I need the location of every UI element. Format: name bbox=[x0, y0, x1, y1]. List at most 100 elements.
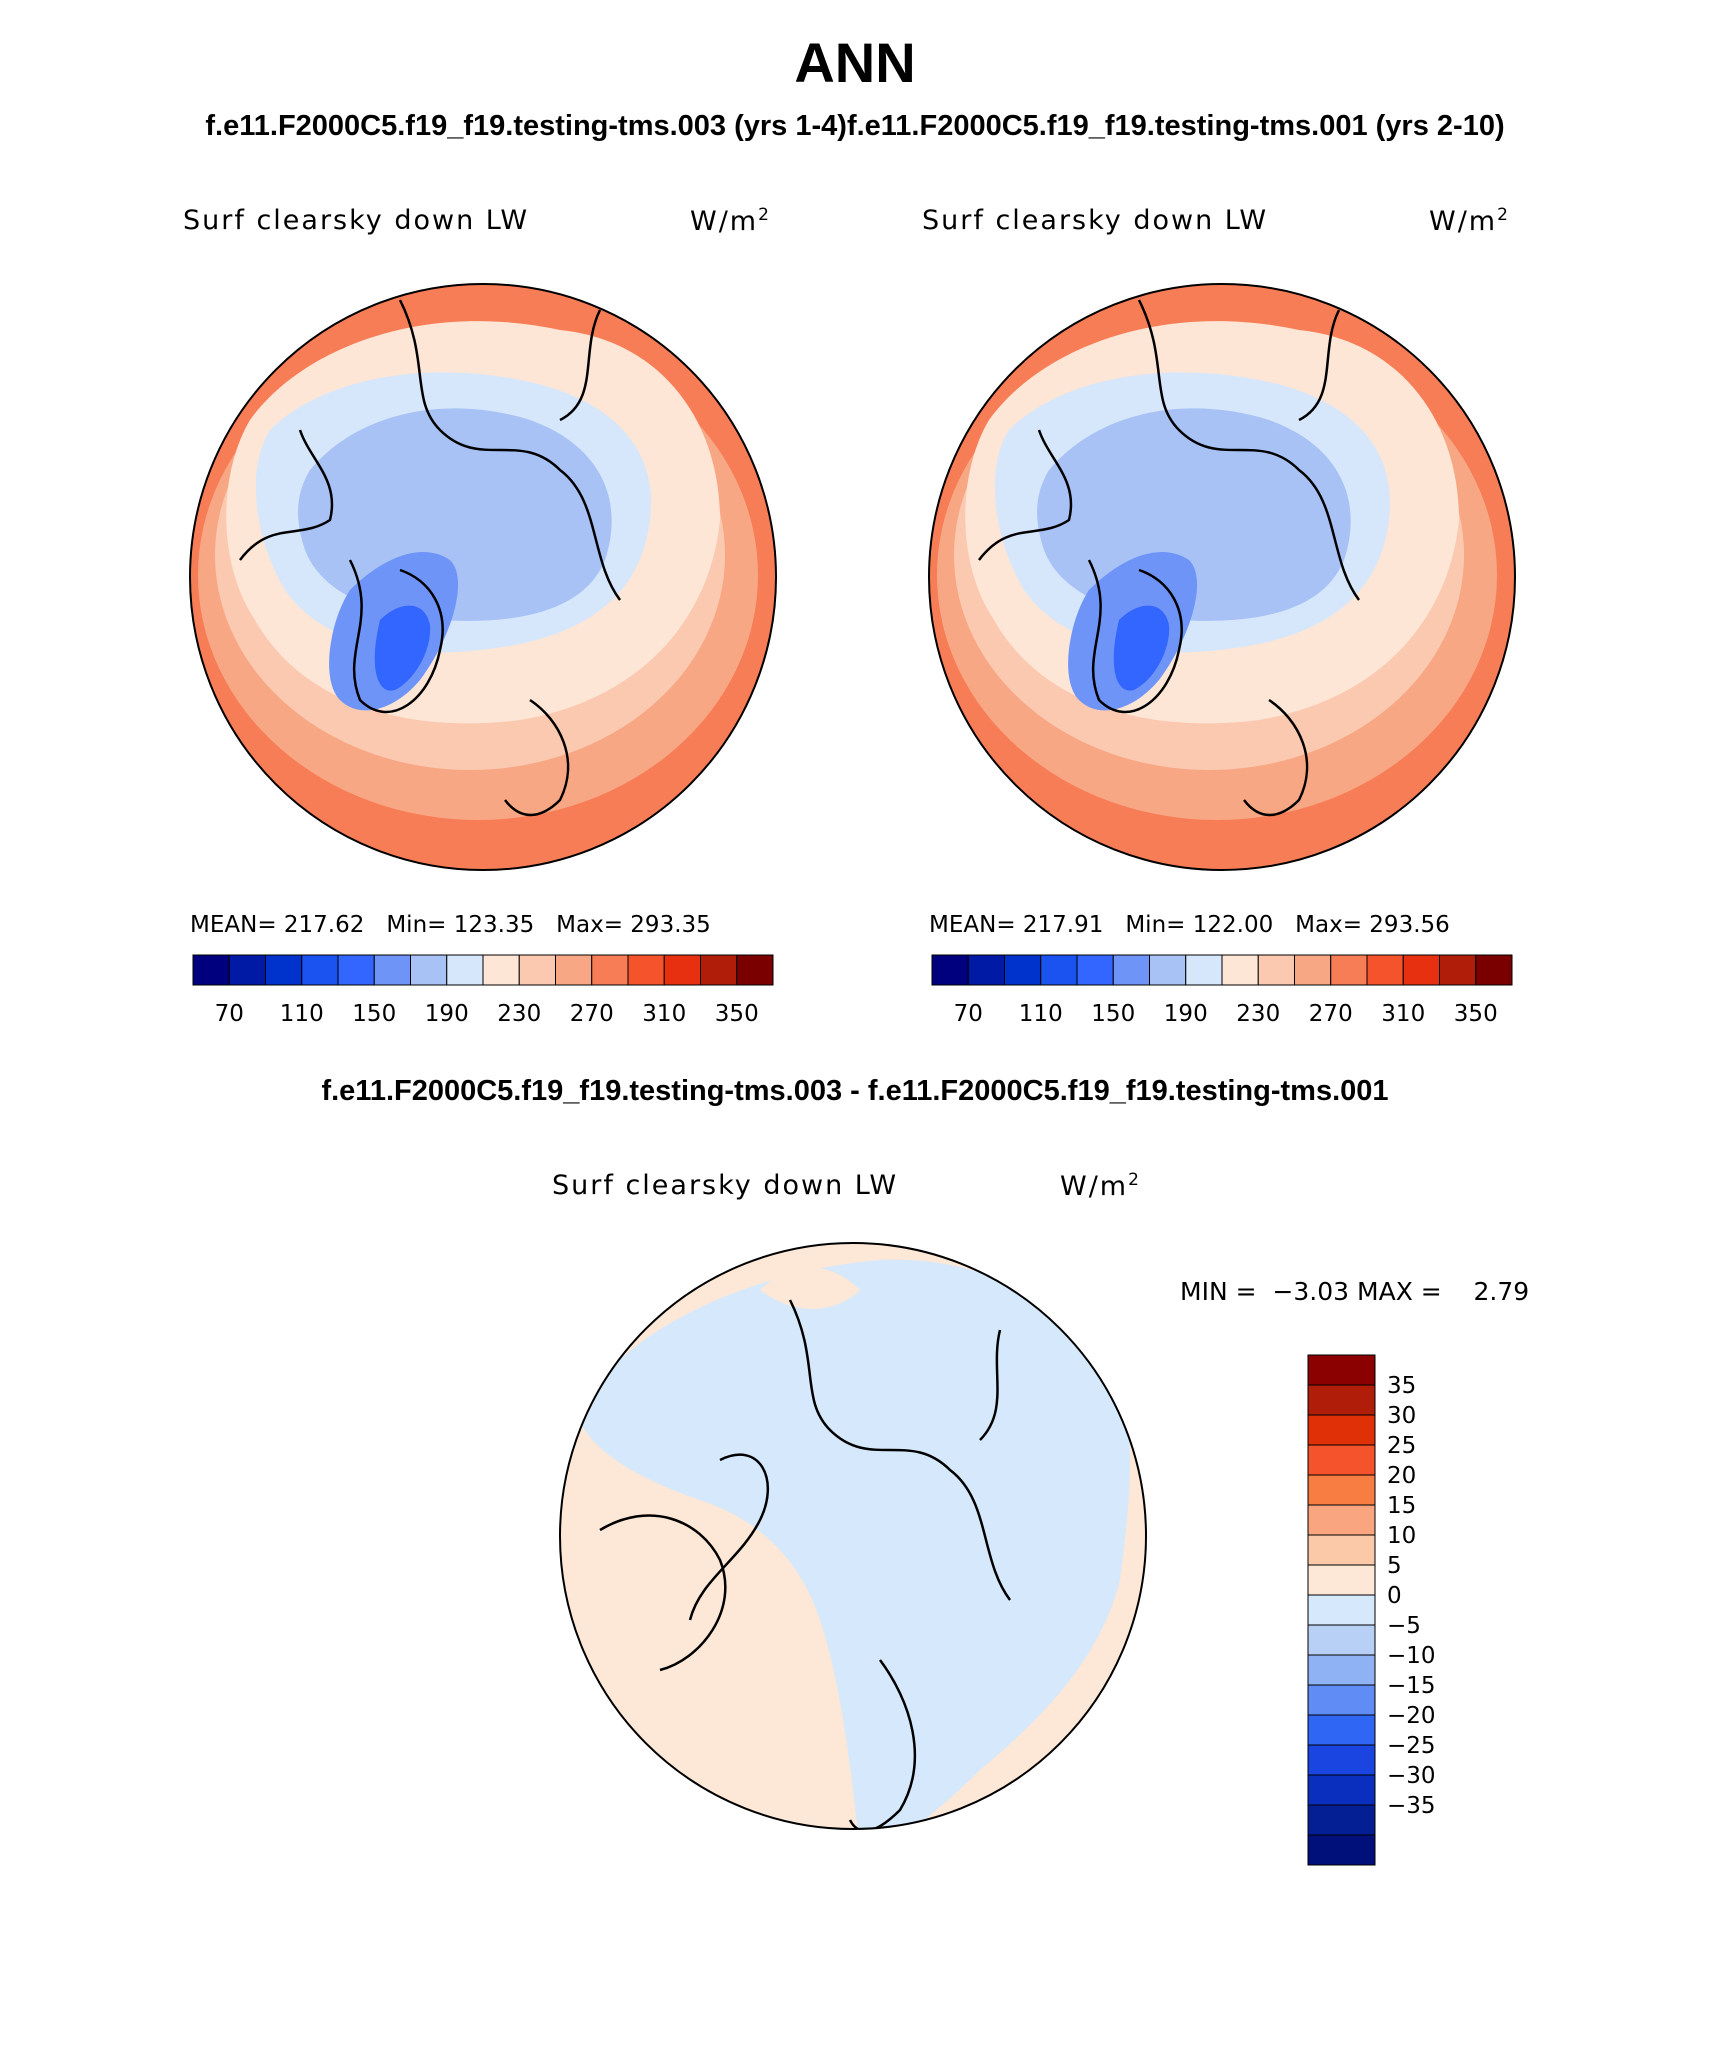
panel2-colorbar-tick-label: 190 bbox=[1164, 1001, 1208, 1027]
panel2-mean: 217.91 bbox=[1022, 912, 1104, 938]
panel1-colorbar-swatch bbox=[518, 954, 556, 986]
diff-legend-swatch bbox=[1307, 1534, 1376, 1566]
panel2-colorbar-swatch bbox=[1185, 954, 1223, 986]
panel1-min-label: Min= bbox=[386, 912, 447, 938]
diff-legend-swatch bbox=[1307, 1504, 1376, 1536]
panel2-colorbar-swatch bbox=[1257, 954, 1295, 986]
panel1-colorbar-swatch bbox=[337, 954, 375, 986]
panel2-max: 293.56 bbox=[1369, 912, 1450, 938]
diff-min: −3.03 bbox=[1272, 1277, 1350, 1306]
diff-units: W/m2 bbox=[1060, 1170, 1141, 1202]
case-title-left: f.e11.F2000C5.f19_f19.testing-tms.003 (y… bbox=[205, 110, 847, 142]
panel1-variable: Surf clearsky down LW bbox=[183, 205, 530, 236]
panel1-colorbar-tick-label: 350 bbox=[715, 1001, 759, 1027]
panel1-max-label: Max= bbox=[556, 912, 623, 938]
panel1-colorbar-swatch bbox=[555, 954, 593, 986]
panel2-cold-2 bbox=[1037, 408, 1351, 621]
top-maps: 70 110 150 190 230 270 310 350 70 110 150 190 230 27… bbox=[189, 283, 1516, 1027]
diff-legend-swatch bbox=[1307, 1414, 1376, 1446]
diff-legend-swatch bbox=[1307, 1594, 1376, 1626]
panel2-colorbar-swatch bbox=[967, 954, 1005, 986]
diff-legend-swatch bbox=[1307, 1384, 1376, 1416]
panel1-colorbar-tick-label: 270 bbox=[570, 1001, 614, 1027]
panel1-max: 293.35 bbox=[630, 912, 711, 938]
panel1-units-base: W/m bbox=[690, 206, 759, 237]
panel2-colorbar-swatch bbox=[1330, 954, 1368, 986]
diff-map-area: 35 30 25 20 15 10 5 0 −5 −10 −15 −20 −25 −30 −35 bbox=[559, 1242, 1436, 1866]
diff-legend-label: 30 bbox=[1387, 1403, 1416, 1429]
diff-legend-swatch bbox=[1307, 1354, 1376, 1386]
panel2-colorbar-swatch bbox=[1439, 954, 1477, 986]
diff-legend-swatch bbox=[1307, 1834, 1376, 1866]
panel2-stats: MEAN= 217.91 Min= 122.00 Max= 293.56 bbox=[929, 912, 1450, 938]
panel2-colorbar-swatch bbox=[1112, 954, 1150, 986]
diff-legend-swatch bbox=[1307, 1684, 1376, 1716]
panel2-colorbar-swatch bbox=[1294, 954, 1332, 986]
panel2-colorbar-tick-label: 310 bbox=[1381, 1001, 1425, 1027]
case-title-right: f.e11.F2000C5.f19_f19.testing-tms.001 (y… bbox=[846, 110, 1505, 142]
diff-legend-swatch bbox=[1307, 1804, 1376, 1836]
panel1-colorbar-tick-label: 190 bbox=[425, 1001, 469, 1027]
diff-legend-label: 0 bbox=[1387, 1583, 1402, 1609]
panel2-units: W/m2 bbox=[1429, 205, 1510, 237]
panel2-colorbar-tick-label: 70 bbox=[954, 1001, 983, 1027]
panel2-colorbar-tick-label: 110 bbox=[1019, 1001, 1063, 1027]
panel2-max-label: Max= bbox=[1295, 912, 1362, 938]
panel2-colorbar-swatch bbox=[1004, 954, 1042, 986]
diff-legend-label: 5 bbox=[1387, 1553, 1402, 1579]
panel1-units: W/m2 bbox=[690, 205, 771, 237]
panel1-colorbar-swatch bbox=[265, 954, 303, 986]
diff-minmax: MIN = −3.03 MAX = 2.79 bbox=[1180, 1277, 1529, 1306]
diff-legend-label: −30 bbox=[1387, 1763, 1436, 1789]
diff-legend-swatch bbox=[1307, 1624, 1376, 1656]
diff-max-label: MAX = bbox=[1357, 1277, 1442, 1306]
panel2-colorbar-tick-label: 230 bbox=[1236, 1001, 1280, 1027]
panel1-coastlines bbox=[239, 299, 622, 817]
panel1-colorbar-swatch bbox=[591, 954, 629, 986]
panel1-units-exp: 2 bbox=[758, 205, 771, 225]
diff-legend-swatch bbox=[1307, 1444, 1376, 1476]
panel2-min: 122.00 bbox=[1192, 912, 1274, 938]
panel2-colorbar-tick-label: 350 bbox=[1454, 1001, 1498, 1027]
diff-legend-label: −35 bbox=[1387, 1793, 1436, 1819]
diff-variable: Surf clearsky down LW bbox=[552, 1170, 899, 1201]
panel1-colorbar-tick-label: 110 bbox=[280, 1001, 324, 1027]
panel2-colorbar-swatch bbox=[1402, 954, 1440, 986]
diff-legend-label: −10 bbox=[1387, 1643, 1436, 1669]
panel1-colorbar-swatch bbox=[410, 954, 448, 986]
panel1-colorbar-swatch bbox=[482, 954, 520, 986]
panel1-cold-4 bbox=[374, 605, 431, 691]
diff-legend-swatch bbox=[1307, 1774, 1376, 1806]
panel1-mean: 217.62 bbox=[283, 912, 365, 938]
panel1-colorbar-swatch bbox=[228, 954, 266, 986]
panel1-mean-label: MEAN= bbox=[190, 912, 277, 938]
panel1-stats: MEAN= 217.62 Min= 123.35 Max= 293.35 bbox=[190, 912, 711, 938]
diff-map-border bbox=[559, 1242, 1147, 1830]
diff-legend-label: −5 bbox=[1387, 1613, 1421, 1639]
panel1-colorbar-swatch bbox=[663, 954, 701, 986]
diff-coastlines bbox=[599, 1299, 1012, 1829]
panel2-colorbar-swatch bbox=[931, 954, 969, 986]
panel1-colorbar-swatch bbox=[192, 954, 230, 986]
panel1-colorbar-swatch bbox=[736, 954, 774, 986]
case-titles: f.e11.F2000C5.f19_f19.testing-tms.003 (y… bbox=[0, 110, 1710, 143]
panel2-colorbar-swatch bbox=[1076, 954, 1114, 986]
panel2-colorbar-swatch bbox=[1366, 954, 1404, 986]
diff-legend-label: 15 bbox=[1387, 1493, 1416, 1519]
diff-units-base: W/m bbox=[1060, 1171, 1129, 1202]
diff-legend-swatch bbox=[1307, 1654, 1376, 1686]
diff-map bbox=[560, 1243, 1146, 1829]
panel1-colorbar-swatch bbox=[627, 954, 665, 986]
panel1-colorbar-tick-label: 70 bbox=[215, 1001, 244, 1027]
panel2-units-base: W/m bbox=[1429, 206, 1498, 237]
panel1-colorbar-tick-label: 150 bbox=[352, 1001, 396, 1027]
panel2-colorbar: 70 110 150 190 230 270 310 350 bbox=[931, 954, 1513, 1027]
panel2-mean-label: MEAN= bbox=[929, 912, 1016, 938]
panel1-colorbar-tick-label: 230 bbox=[497, 1001, 541, 1027]
panel2-colorbar-tick-label: 150 bbox=[1091, 1001, 1135, 1027]
page-title: ANN bbox=[794, 31, 916, 94]
panel2-cold-4 bbox=[1113, 605, 1170, 691]
panel1-colorbar-swatch bbox=[700, 954, 738, 986]
diff-legend-label: 10 bbox=[1387, 1523, 1416, 1549]
panel1-min: 123.35 bbox=[453, 912, 535, 938]
